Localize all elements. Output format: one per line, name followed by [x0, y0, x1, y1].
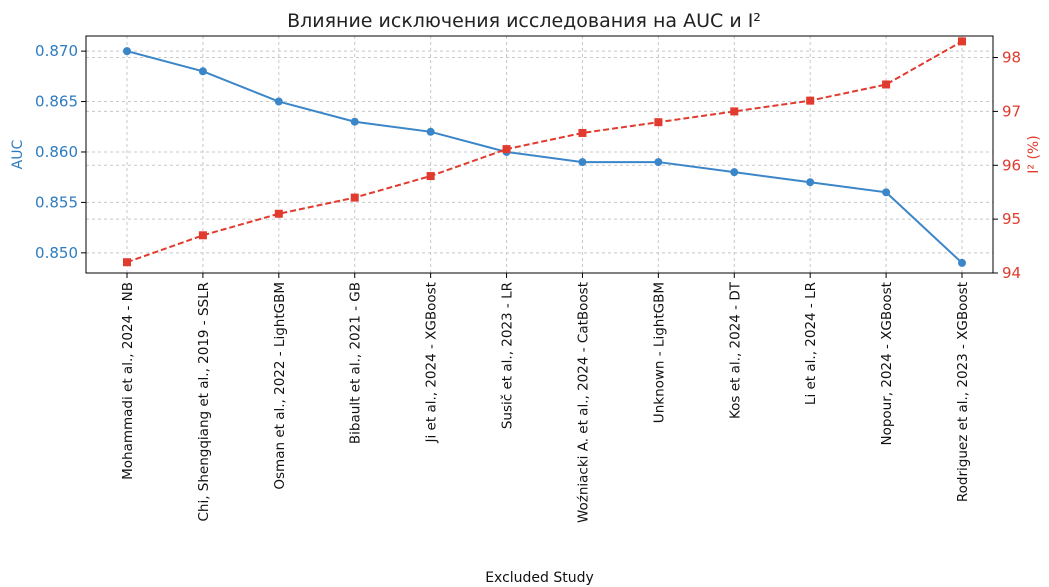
series-2-point: [350, 193, 359, 202]
series-2-point: [730, 107, 739, 116]
x-tick-label: Bibault et al., 2021 - GB: [348, 282, 364, 444]
series-1-point: [123, 47, 131, 56]
right-tick-label: 94: [1002, 264, 1021, 282]
left-axis-ticks: 0.850 0.855 0.860 0.865 0.870: [35, 42, 86, 262]
series-2-point: [426, 172, 435, 181]
right-tick-label: 98: [1002, 49, 1021, 67]
series-2-point: [578, 128, 587, 137]
series-2-point: [502, 145, 511, 154]
series-2-point: [654, 118, 663, 127]
left-axis-label: AUC: [10, 139, 26, 169]
series-2-point: [958, 37, 966, 46]
series-1-line: [126, 50, 963, 264]
series-1-point: [654, 158, 663, 167]
series-1-point: [578, 158, 587, 167]
series-1-point: [730, 168, 739, 177]
x-tick-label: Chi, Shengqiang et al., 2019 - SSLR: [196, 282, 212, 522]
series-1-point: [350, 117, 359, 126]
right-tick-label: 95: [1002, 210, 1021, 228]
chart-title: Влияние исключения исследования на AUC и…: [287, 10, 761, 32]
left-tick-label: 0.870: [35, 42, 78, 60]
series-1-point: [806, 178, 815, 187]
series-2-point: [198, 231, 207, 240]
x-tick-label: Kos et al., 2024 - DT: [727, 281, 743, 419]
x-tick-label: Osman et al., 2022 - LightGBM: [272, 282, 288, 490]
x-axis-label: Excluded Study: [485, 570, 594, 586]
right-axis-label: I² (%): [1026, 135, 1042, 173]
left-tick-label: 0.860: [35, 143, 78, 161]
x-tick-label: Rodriguez et al., 2023 - XGBoost: [955, 282, 971, 502]
x-tick-label: Nopour, 2024 - XGBoost: [879, 282, 895, 446]
grid-lines: [86, 36, 993, 274]
series-1-point: [198, 67, 207, 76]
x-tick-label: Ji et al., 2024 - XGBoost: [424, 282, 440, 443]
series-2-point: [882, 80, 891, 89]
series-1-point: [426, 127, 435, 136]
series-1-point: [274, 97, 283, 106]
x-tick-label: Mohammadi et al., 2024 - NB: [120, 282, 136, 480]
left-tick-label: 0.850: [35, 244, 78, 262]
series-group: [123, 37, 966, 267]
x-tick-label: Susič et al., 2023 - LR: [500, 282, 516, 429]
right-tick-label: 96: [1002, 156, 1021, 174]
series-2-line: [126, 40, 963, 264]
x-tick-label: Unknown - LightGBM: [651, 282, 667, 423]
right-tick-label: 97: [1002, 102, 1021, 120]
series-2-point: [123, 258, 131, 267]
series-1-point: [882, 188, 891, 197]
plot-frame: [85, 35, 994, 274]
x-axis-ticks: Mohammadi et al., 2024 - NB Chi, Shengqia…: [120, 273, 971, 523]
series-1-point: [958, 258, 966, 267]
series-2-point: [806, 96, 815, 105]
right-axis-ticks: 94 95 96 97 98: [993, 49, 1021, 282]
left-tick-label: 0.865: [35, 93, 78, 111]
series-2-point: [274, 209, 283, 218]
left-tick-label: 0.855: [35, 193, 78, 211]
x-tick-label: Woźniacki A. et al., 2024 - CatBoost: [575, 282, 591, 523]
x-tick-label: Li et al., 2024 - LR: [803, 282, 819, 405]
